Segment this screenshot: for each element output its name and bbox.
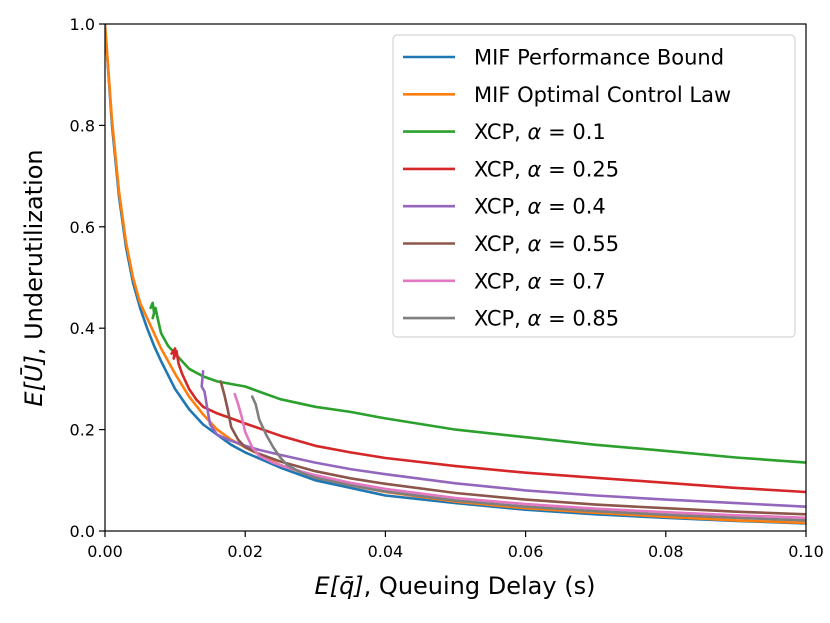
x-tick-label: 0.00 xyxy=(87,542,123,561)
legend-label-7: XCP, α = 0.85 xyxy=(474,307,619,331)
y-tick-label: 1.0 xyxy=(70,15,95,34)
ticks-layer: 0.00 0.02 0.04 0.06 0.08 0.10 0.0 0.2 0.4 0.6 0.8 1… xyxy=(70,15,824,561)
series-line-2 xyxy=(149,301,806,464)
series-layer xyxy=(105,24,806,525)
series-line-1 xyxy=(105,24,806,525)
legend-label-0: MIF Performance Bound xyxy=(474,46,724,70)
x-tick-label: 0.10 xyxy=(788,542,824,561)
y-tick-label: 0.2 xyxy=(70,421,95,440)
y-axis-label-math: E[Ū] xyxy=(19,355,48,406)
legend-label-3: XCP, α = 0.25 xyxy=(474,157,619,181)
x-tick-label: 0.04 xyxy=(368,542,404,561)
x-tick-label: 0.08 xyxy=(648,542,684,561)
x-tick-label: 0.02 xyxy=(227,542,263,561)
legend-label-5: XCP, α = 0.55 xyxy=(474,232,619,256)
x-axis-label-math: E[q̄] xyxy=(315,572,364,600)
series-line-3 xyxy=(170,347,806,494)
series-line-7 xyxy=(250,395,806,522)
legend-box xyxy=(392,34,796,338)
plot-frame xyxy=(104,23,807,532)
legend-label-6: XCP, α = 0.7 xyxy=(474,269,606,293)
y-axis-label-text: , Underutilization xyxy=(20,149,48,355)
series-line-5 xyxy=(219,380,806,516)
legend-label-1: MIF Optimal Control Law xyxy=(474,83,731,107)
legend: MIF Performance Bound MIF Optimal Control… xyxy=(392,34,796,338)
x-tick-label: 0.06 xyxy=(508,542,544,561)
y-tick-label: 0.0 xyxy=(70,522,95,541)
y-tick-label: 0.6 xyxy=(70,218,95,237)
legend-label-2: XCP, α = 0.1 xyxy=(474,120,606,144)
x-axis-label-text: , Queuing Delay (s) xyxy=(364,572,596,600)
y-axis-label: E[Ū], Underutilization xyxy=(19,149,48,406)
series-line-6 xyxy=(233,392,806,520)
series-line-4 xyxy=(200,370,806,508)
legend-label-4: XCP, α = 0.4 xyxy=(474,195,606,219)
y-tick-label: 0.4 xyxy=(70,319,95,338)
y-tick-label: 0.8 xyxy=(70,116,95,135)
x-axis-label: E[q̄], Queuing Delay (s) xyxy=(315,572,596,600)
